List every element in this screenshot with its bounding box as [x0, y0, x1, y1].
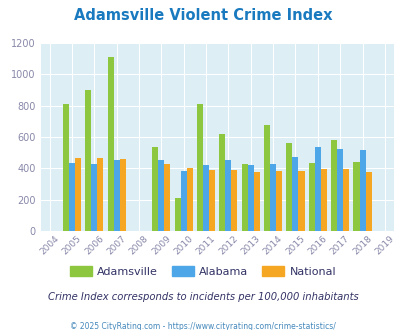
- Bar: [113, 160, 119, 231]
- Bar: [292, 157, 298, 231]
- Bar: [364, 172, 371, 231]
- Bar: [209, 170, 215, 231]
- Bar: [158, 160, 164, 231]
- Legend: Adamsville, Alabama, National: Adamsville, Alabama, National: [65, 261, 340, 281]
- Bar: [107, 57, 113, 231]
- Bar: [308, 163, 314, 231]
- Bar: [247, 165, 253, 231]
- Bar: [63, 104, 69, 231]
- Bar: [286, 143, 292, 231]
- Bar: [75, 158, 81, 231]
- Bar: [202, 165, 209, 231]
- Bar: [320, 169, 326, 231]
- Bar: [336, 149, 342, 231]
- Bar: [263, 125, 269, 231]
- Bar: [69, 163, 75, 231]
- Bar: [91, 164, 97, 231]
- Text: Crime Index corresponds to incidents per 100,000 inhabitants: Crime Index corresponds to incidents per…: [47, 292, 358, 302]
- Bar: [174, 198, 180, 231]
- Bar: [85, 90, 91, 231]
- Bar: [253, 172, 259, 231]
- Bar: [97, 158, 103, 231]
- Bar: [152, 147, 158, 231]
- Bar: [330, 140, 336, 231]
- Text: © 2025 CityRating.com - https://www.cityrating.com/crime-statistics/: © 2025 CityRating.com - https://www.city…: [70, 322, 335, 330]
- Bar: [196, 104, 202, 231]
- Bar: [298, 171, 304, 231]
- Bar: [119, 159, 126, 231]
- Bar: [186, 168, 192, 231]
- Bar: [180, 171, 186, 231]
- Bar: [225, 160, 231, 231]
- Bar: [241, 164, 247, 231]
- Text: Adamsville Violent Crime Index: Adamsville Violent Crime Index: [74, 8, 331, 23]
- Bar: [342, 169, 348, 231]
- Bar: [269, 164, 275, 231]
- Bar: [314, 147, 320, 231]
- Bar: [275, 172, 281, 231]
- Bar: [231, 170, 237, 231]
- Bar: [353, 162, 358, 231]
- Bar: [219, 134, 225, 231]
- Bar: [164, 164, 170, 231]
- Bar: [358, 150, 364, 231]
